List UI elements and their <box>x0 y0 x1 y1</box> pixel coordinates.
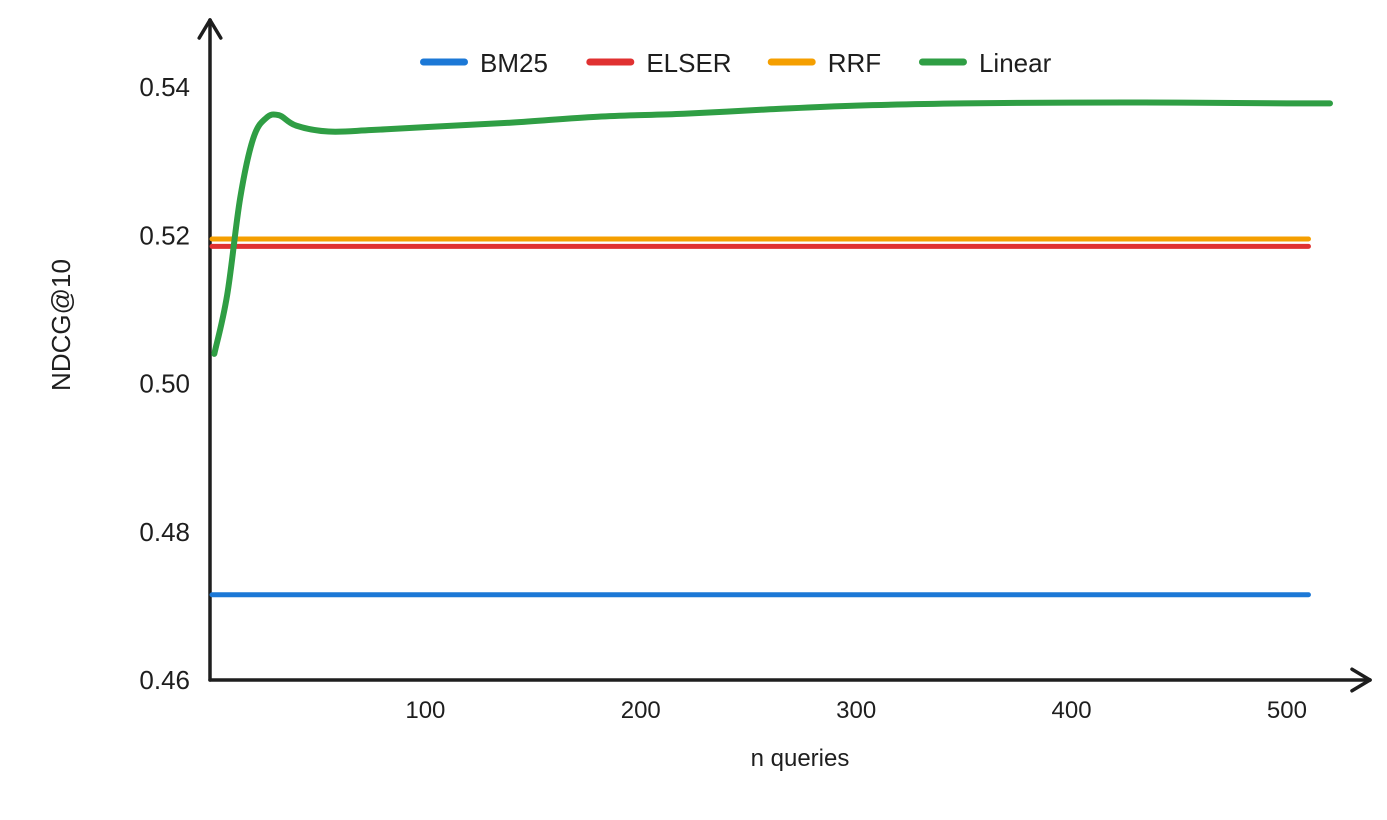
x-tick-label: 400 <box>1052 697 1092 724</box>
y-tick-label: 0.46 <box>139 665 190 695</box>
legend-swatch-bm25 <box>420 59 468 66</box>
y-tick-label: 0.54 <box>139 72 190 102</box>
legend-swatch-rrf <box>768 59 816 66</box>
legend-label-rrf: RRF <box>828 48 881 78</box>
legend-label-linear: Linear <box>979 48 1052 78</box>
x-tick-label: 500 <box>1267 697 1307 724</box>
chart-bg <box>0 0 1387 820</box>
ndcg-chart: 0.46 0.48 0.50 0.52 0.54 100 200 300 400 500 n que… <box>0 0 1387 820</box>
x-axis-label: n queries <box>751 745 850 772</box>
x-tick-label: 100 <box>405 697 445 724</box>
legend-swatch-elser <box>586 59 634 66</box>
y-tick-label: 0.50 <box>139 369 190 399</box>
y-tick-label: 0.52 <box>139 220 190 250</box>
y-axis-label: NDCG@10 <box>46 259 76 391</box>
y-tick-label: 0.48 <box>139 517 190 547</box>
legend-label-bm25: BM25 <box>480 48 548 78</box>
x-tick-label: 300 <box>836 697 876 724</box>
x-tick-label: 200 <box>621 697 661 724</box>
legend-label-elser: ELSER <box>646 48 731 78</box>
legend-swatch-linear <box>919 59 967 66</box>
